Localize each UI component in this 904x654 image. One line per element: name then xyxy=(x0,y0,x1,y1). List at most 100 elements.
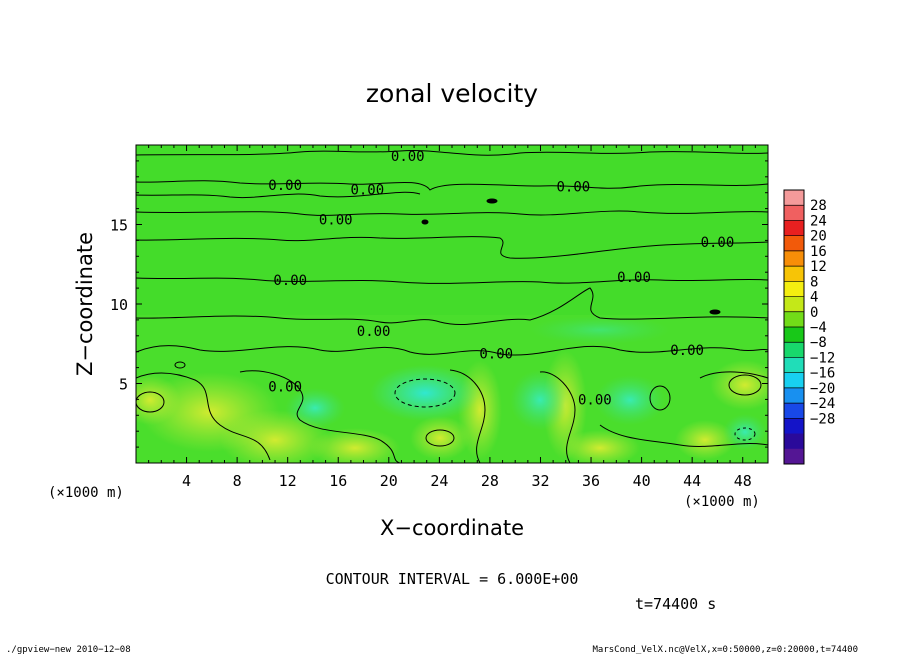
colorbar-swatch xyxy=(784,433,804,450)
contour-value-label: 0.00 xyxy=(556,179,590,195)
colorbar-swatch xyxy=(784,387,804,404)
colorbar-swatch xyxy=(784,266,804,282)
contour-labels: 0.00 0.00 0.00 0.00 0.00 0.00 0.00 0.00 0.00 0.00… xyxy=(268,149,734,408)
contour-line xyxy=(136,345,768,356)
contour-ellipse xyxy=(728,374,762,396)
contour-ellipse xyxy=(649,385,671,411)
x-tick-label: 8 xyxy=(233,472,242,490)
negative-anomaly xyxy=(723,414,767,450)
colorbar-label: 8 xyxy=(810,274,818,290)
contour-line xyxy=(136,150,768,156)
x-tick-label: 24 xyxy=(430,472,448,490)
colorbar-label: 24 xyxy=(810,213,827,229)
contour-ellipse xyxy=(734,427,756,441)
negative-anomaly xyxy=(530,316,670,344)
positive-anomaly xyxy=(675,420,735,460)
colorbar-label: 28 xyxy=(810,198,827,214)
x-tick-label: 28 xyxy=(481,472,499,490)
colorbar-swatch xyxy=(784,372,804,389)
contour-value-label: 0.00 xyxy=(617,270,651,286)
x-unit-label-right: (×1000 m) xyxy=(684,494,760,510)
contour-value-label: 0.00 xyxy=(670,343,704,359)
positive-anomaly xyxy=(710,360,768,410)
contour-line xyxy=(136,210,768,216)
contour-line xyxy=(136,191,421,199)
colorbar-swatch xyxy=(784,235,804,252)
footer-left: ./gpview−new 2010−12−08 xyxy=(6,645,131,654)
contour-value-label: 0.00 xyxy=(268,178,302,194)
contour-line xyxy=(539,371,576,463)
upper-band xyxy=(136,145,768,315)
negative-anomaly xyxy=(285,388,345,428)
x-tick-label: 4 xyxy=(182,472,191,490)
chart-title: zonal velocity xyxy=(366,79,538,108)
contour-ellipse xyxy=(425,429,455,447)
contour-value-label: 0.00 xyxy=(319,213,353,229)
contour-line xyxy=(136,277,768,284)
contour-field xyxy=(136,145,768,463)
contour-ellipse xyxy=(136,391,165,413)
contour-line xyxy=(239,370,401,463)
colorbar-swatch xyxy=(784,205,804,221)
colorbar-label: 4 xyxy=(810,290,818,306)
contour-ellipse xyxy=(174,361,186,369)
colorbar-swatch xyxy=(784,342,804,358)
x-tick-label: 20 xyxy=(380,472,398,490)
colorbar-swatch xyxy=(784,311,804,328)
contour-ellipse xyxy=(394,378,456,408)
x-tick-label: 48 xyxy=(734,472,752,490)
negative-anomaly xyxy=(370,365,480,421)
colorbar-label: −12 xyxy=(810,350,835,366)
x-axis-title: X−coordinate xyxy=(380,516,524,540)
colorbar-label: −16 xyxy=(810,366,835,382)
footer-right: MarsCond_VelX.nc@VelX,x=0:50000,z=0:2000… xyxy=(592,645,858,654)
y-tick-label: 5 xyxy=(119,376,128,394)
contour-ellipse xyxy=(709,309,721,315)
x-tick-label: 12 xyxy=(279,472,297,490)
contour-line xyxy=(136,236,768,259)
contour-value-label: 0.00 xyxy=(479,346,513,362)
contour-value-label: 0.00 xyxy=(391,149,425,165)
x-unit-label-left: (×1000 m) xyxy=(48,485,124,501)
contour-value-label: 0.00 xyxy=(578,392,612,408)
colorbar-label: 0 xyxy=(810,305,818,321)
positive-anomaly xyxy=(310,428,400,463)
contour-line xyxy=(136,180,768,191)
negative-anomaly xyxy=(510,370,570,430)
colorbar-label: −24 xyxy=(810,396,835,412)
contour-interval-text: CONTOUR INTERVAL = 6.000E+00 xyxy=(326,570,579,588)
contour-line xyxy=(449,369,486,463)
colorbar-label: 12 xyxy=(810,259,827,275)
x-tick-label: 16 xyxy=(329,472,347,490)
x-tick-label: 40 xyxy=(633,472,651,490)
colorbar-swatch xyxy=(784,220,804,237)
contour-value-label: 0.00 xyxy=(357,324,391,340)
contour-line xyxy=(136,287,768,325)
y-axis-title: Z−coordinate xyxy=(73,232,97,376)
colorbar-label: 20 xyxy=(810,229,827,245)
colorbar-swatch xyxy=(784,327,804,343)
colorbar-swatch xyxy=(784,281,804,298)
colorbar-swatch xyxy=(784,357,804,374)
contour-lines xyxy=(136,150,768,463)
contour-value-label: 0.00 xyxy=(273,273,307,289)
contour-value-label: 0.00 xyxy=(350,183,384,199)
colorbar-swatch xyxy=(784,403,804,419)
contour-value-label: 0.00 xyxy=(268,380,302,396)
positive-anomaly xyxy=(136,375,180,425)
contour-line xyxy=(136,372,271,461)
colorbar-swatch xyxy=(784,296,804,313)
x-tick-label: 32 xyxy=(531,472,549,490)
colorbar-swatch xyxy=(784,190,804,206)
x-tick-label: 36 xyxy=(582,472,600,490)
colorbar-label: −4 xyxy=(810,320,827,336)
time-text: t=74400 s xyxy=(635,595,716,613)
contour-line xyxy=(699,371,768,379)
colorbar-swatch xyxy=(784,250,804,267)
y-tick-label: 10 xyxy=(110,296,128,314)
contour-value-label: 0.00 xyxy=(701,235,735,251)
negative-anomaly xyxy=(595,375,665,425)
colorbar-label: −28 xyxy=(810,411,835,427)
